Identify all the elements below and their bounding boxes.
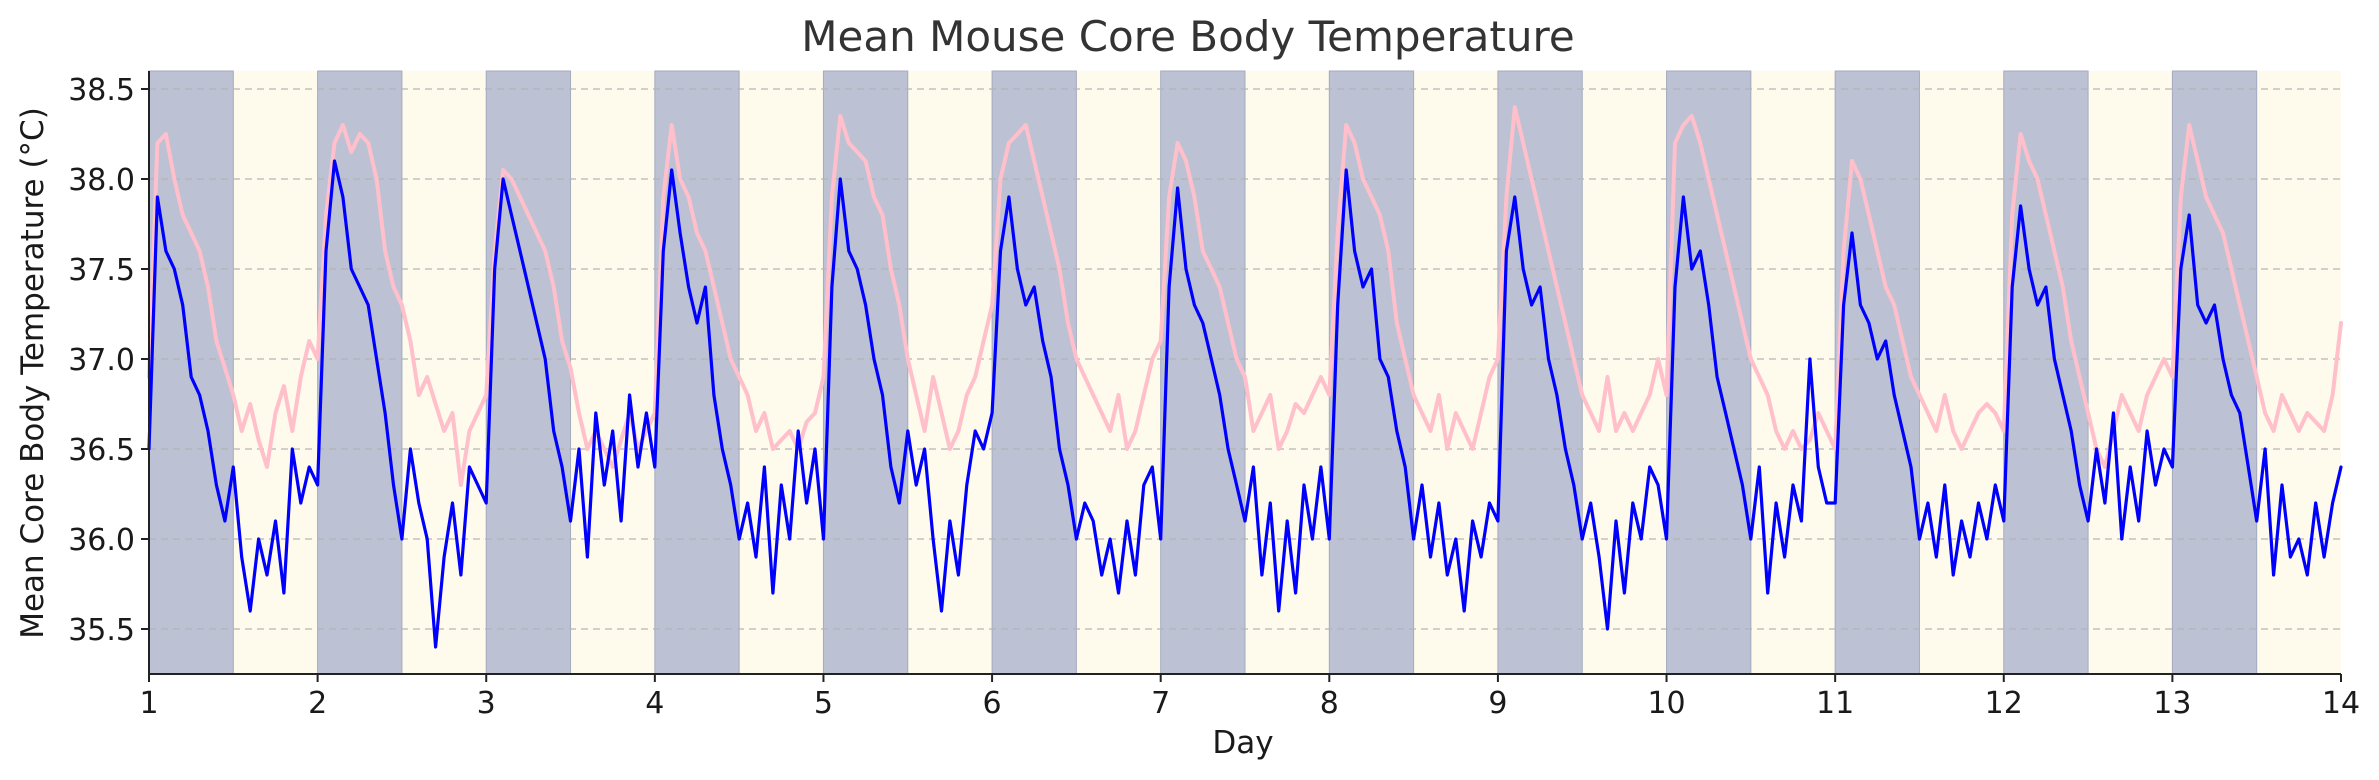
y-tick-label-7: 38.5 (68, 73, 135, 108)
x-tick-label-2: 2 (308, 686, 327, 721)
x-tick-label-6: 6 (983, 686, 1002, 721)
x-tick-label-8: 8 (1320, 686, 1339, 721)
x-tick-label-9: 9 (1488, 686, 1507, 721)
gridlines (149, 88, 2341, 630)
dark-phase-band-11 (1834, 70, 1920, 675)
x-axis-ticks: 1 2 3 4 5 6 7 8 9 10 11 12 13 14 (139, 674, 2360, 721)
series-line-2 (147, 159, 2343, 649)
dark-phase-band-2 (317, 70, 403, 675)
y-tick-label-4: 37.0 (68, 343, 135, 378)
x-tick-label-3: 3 (477, 686, 496, 721)
x-tick-label-4: 4 (645, 686, 664, 721)
y-tick-label-3: 36.5 (68, 433, 135, 468)
x-tick-label-12: 12 (1985, 686, 2023, 721)
series-line-1 (147, 105, 2343, 487)
x-axis-label: Day (1212, 725, 1273, 761)
x-tick-label-5: 5 (814, 686, 833, 721)
x-tick-label-7: 7 (1151, 686, 1170, 721)
chart-title: Mean Mouse Core Body Temperature (801, 12, 1574, 61)
y-tick-label-2: 36.0 (68, 523, 135, 558)
axes (148, 71, 2341, 675)
y-axis-ticks: 35.5 36.0 36.5 37.0 37.5 38.0 38.5 (68, 73, 149, 648)
dark-phase-band-10 (1666, 70, 1752, 675)
y-tick-label-1: 35.5 (68, 613, 135, 648)
light-dark-phases (148, 70, 2341, 675)
dark-phase-band-9 (1497, 70, 1583, 675)
y-axis-label: Mean Core Body Temperature (°C) (15, 107, 51, 639)
series-layer (147, 105, 2343, 649)
x-tick-label-10: 10 (1647, 686, 1685, 721)
dark-phase-band-3 (485, 70, 572, 675)
dark-phase-band-13 (2171, 70, 2258, 675)
y-tick-label-5: 37.5 (68, 253, 135, 288)
x-tick-label-13: 13 (2153, 686, 2191, 721)
dark-phase-band-4 (654, 70, 740, 675)
y-tick-label-6: 38.0 (68, 163, 135, 198)
x-tick-label-14: 14 (2322, 686, 2360, 721)
x-tick-label-11: 11 (1816, 686, 1854, 721)
x-tick-label-1: 1 (139, 686, 158, 721)
